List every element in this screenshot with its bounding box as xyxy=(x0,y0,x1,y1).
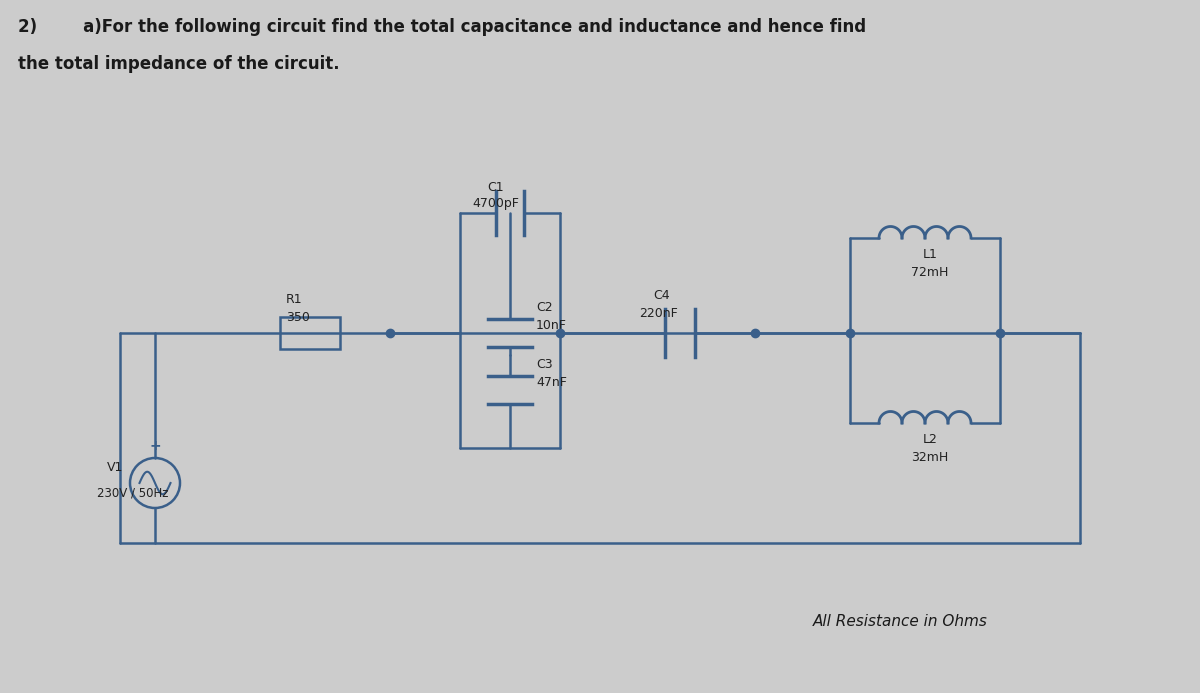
Text: L1: L1 xyxy=(923,248,937,261)
Text: C3: C3 xyxy=(536,358,553,371)
Text: L2: L2 xyxy=(923,433,937,446)
Text: All Resistance in Ohms: All Resistance in Ohms xyxy=(812,613,988,629)
Text: 10nF: 10nF xyxy=(536,319,566,332)
Text: C2: C2 xyxy=(536,301,553,314)
Bar xyxy=(280,317,340,349)
Text: +: + xyxy=(149,439,161,453)
Text: the total impedance of the circuit.: the total impedance of the circuit. xyxy=(18,55,340,73)
Text: 350: 350 xyxy=(286,311,310,324)
Text: 32mH: 32mH xyxy=(911,451,949,464)
Text: 2)        a)For the following circuit find the total capacitance and inductance : 2) a)For the following circuit find the … xyxy=(18,18,866,36)
Text: R1: R1 xyxy=(286,293,302,306)
Text: 220nF: 220nF xyxy=(638,307,677,320)
Text: 4700pF: 4700pF xyxy=(473,197,520,210)
Text: 72mH: 72mH xyxy=(911,266,949,279)
Text: 47nF: 47nF xyxy=(536,376,566,389)
Text: C1: C1 xyxy=(487,181,504,194)
Text: 230V / 50Hz: 230V / 50Hz xyxy=(97,487,168,500)
Text: V1: V1 xyxy=(107,461,124,474)
Text: C4: C4 xyxy=(654,289,671,302)
